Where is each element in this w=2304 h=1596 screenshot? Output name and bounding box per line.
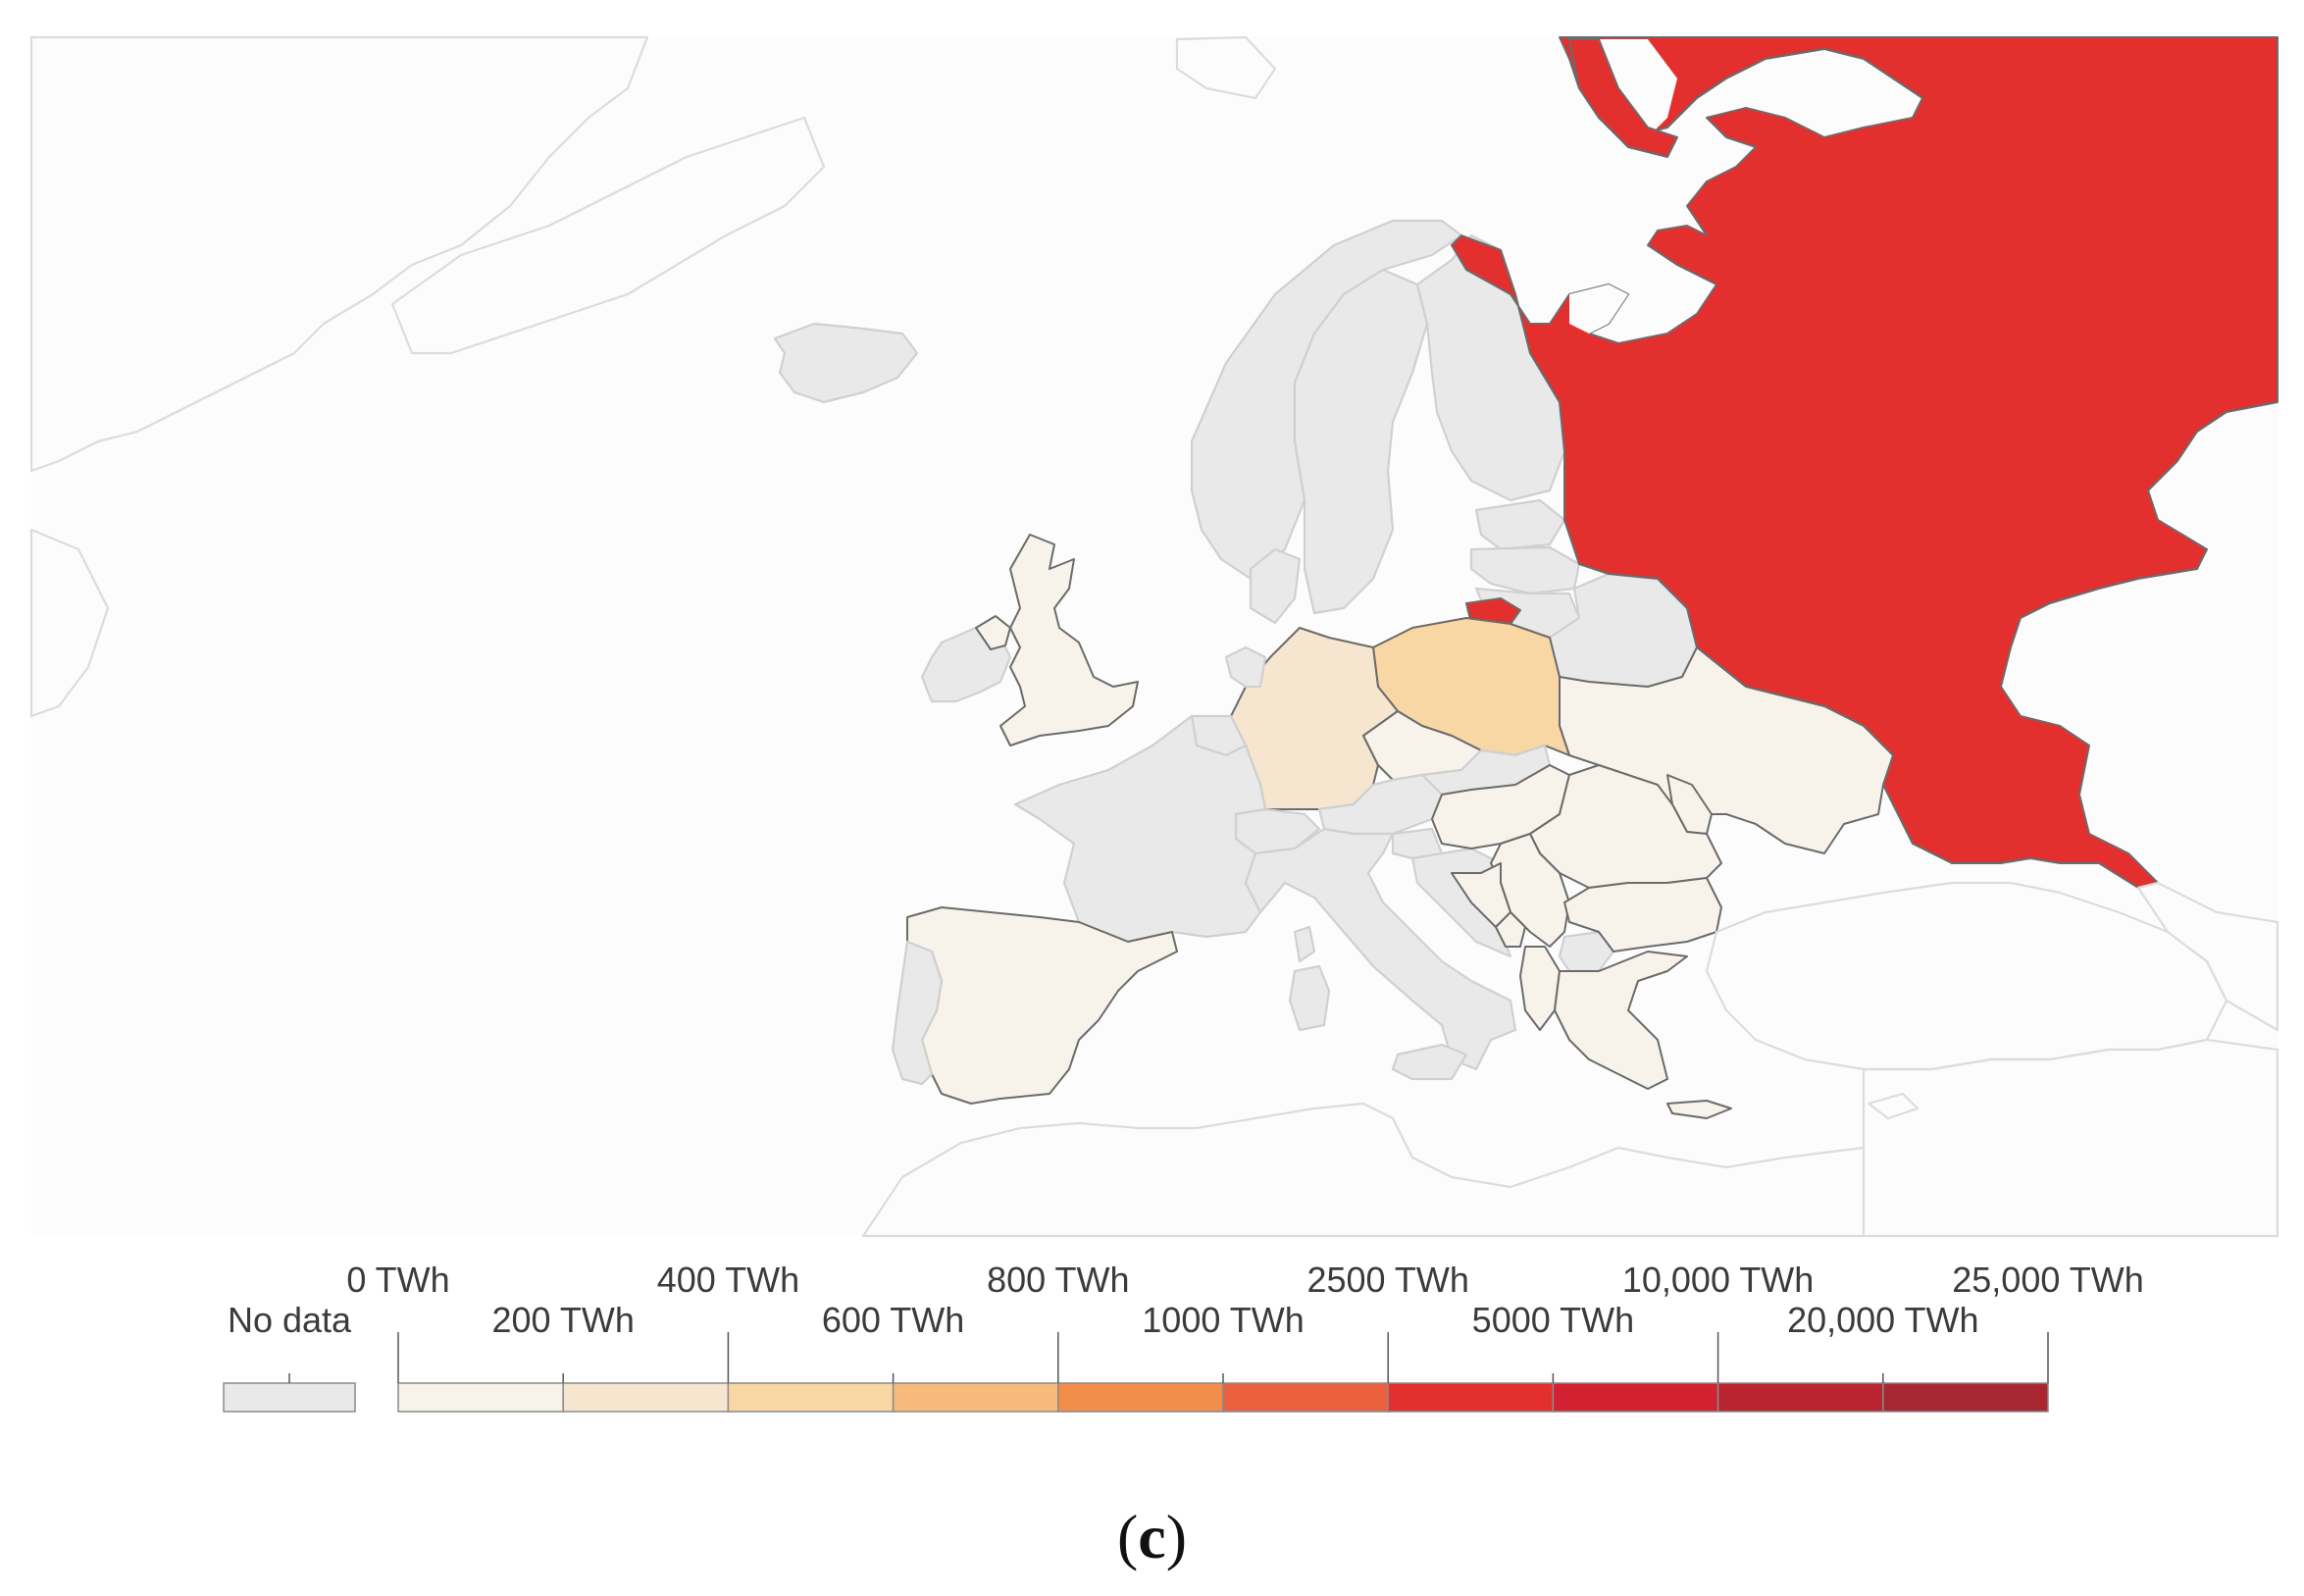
country-novaya-zemlya xyxy=(1568,38,1678,158)
country-united-kingdom xyxy=(999,534,1139,747)
legend-label-lower-2: 1000 TWh xyxy=(1142,1300,1304,1340)
middle-east-landmass xyxy=(1862,1038,2279,1238)
north-africa-landmass xyxy=(861,1102,1866,1238)
country-bulgaria xyxy=(1563,877,1722,952)
country-bosnia xyxy=(1451,862,1511,928)
legend-label-upper-4: 10,000 TWh xyxy=(1622,1260,1814,1300)
country-crete xyxy=(1666,1100,1732,1119)
country-greece xyxy=(1554,951,1688,1090)
legend: No data 0 TWh 400 TWh 800 TWh 2500 TWh 10,00… xyxy=(223,1260,2144,1413)
legend-label-lower-0: 200 TWh xyxy=(491,1300,634,1340)
legend-swatch-0 xyxy=(397,1382,564,1413)
country-russia xyxy=(1451,36,2278,889)
legend-swatch-4 xyxy=(1057,1382,1224,1413)
legend-label-upper-2: 800 TWh xyxy=(987,1260,1129,1300)
baffin-landmass xyxy=(29,528,110,718)
legend-swatch-3 xyxy=(892,1382,1059,1413)
legend-swatch-6 xyxy=(1387,1382,1555,1413)
legend-swatch-5 xyxy=(1222,1382,1389,1413)
country-sicily xyxy=(1391,1043,1468,1081)
arctic-island xyxy=(390,116,826,355)
country-denmark xyxy=(1249,547,1302,625)
legend-no-data-label: No data xyxy=(228,1300,352,1340)
legend-swatch-9 xyxy=(1882,1382,2049,1413)
legend-label-upper-5: 25,000 TWh xyxy=(1952,1260,2143,1300)
legend-label-lower-3: 5000 TWh xyxy=(1472,1300,1634,1340)
country-finland xyxy=(1415,233,1566,502)
caption-letter: c xyxy=(1138,1502,1166,1571)
cyprus-island xyxy=(1867,1092,1920,1120)
white-sea xyxy=(1569,284,1628,334)
legend-label-lower-4: 20,000 TWh xyxy=(1787,1300,1978,1340)
country-sardinia xyxy=(1288,964,1331,1032)
country-portugal xyxy=(891,940,944,1086)
legend-label-upper-3: 2500 TWh xyxy=(1306,1260,1468,1300)
legend-swatch-no-data xyxy=(223,1382,356,1413)
country-iceland xyxy=(773,322,919,404)
legend-swatch-7 xyxy=(1552,1382,1719,1413)
country-latvia xyxy=(1469,545,1581,595)
greenland-landmass xyxy=(29,35,649,473)
country-albania xyxy=(1519,946,1561,1031)
figure-caption: (c) xyxy=(0,1501,2304,1573)
country-estonia xyxy=(1474,498,1566,551)
country-montenegro xyxy=(1495,911,1526,948)
legend-swatch-1 xyxy=(562,1382,730,1413)
caption-open: ( xyxy=(1116,1502,1139,1571)
legend-label-upper-0: 0 TWh xyxy=(346,1260,449,1300)
caption-close: ) xyxy=(1165,1502,1188,1571)
caucasus-landmass xyxy=(2136,881,2279,1032)
legend-bins: 0 TWh 400 TWh 800 TWh 2500 TWh 10,000 TWh 25,… xyxy=(346,1260,2144,1413)
country-sweden xyxy=(1293,268,1429,615)
legend-swatch-8 xyxy=(1716,1382,1884,1413)
legend-label-upper-1: 400 TWh xyxy=(657,1260,799,1300)
svalbard-island xyxy=(1175,35,1277,100)
country-corsica xyxy=(1293,925,1316,963)
country-netherlands xyxy=(1224,645,1267,689)
legend-label-lower-1: 600 TWh xyxy=(822,1300,964,1340)
legend-swatch-2 xyxy=(727,1382,895,1413)
country-northern-ireland xyxy=(975,615,1011,650)
